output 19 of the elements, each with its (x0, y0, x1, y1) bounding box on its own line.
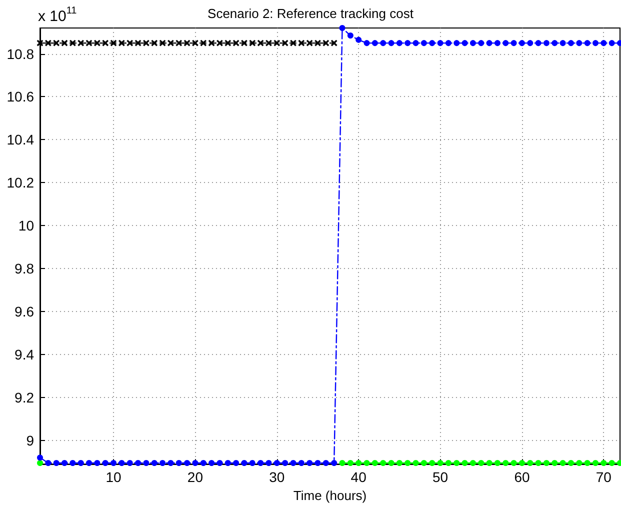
x-tick-label: 20 (187, 469, 204, 486)
x-tick-label: 30 (269, 469, 285, 486)
y-tick-label: 9.4 (14, 346, 34, 363)
y-tick-label: 9.2 (14, 390, 34, 406)
x-tick-label: 70 (596, 469, 612, 486)
y-tick-label: 10.4 (6, 132, 34, 148)
y-tick-label: 10.6 (6, 88, 34, 105)
y-tick-label: 10.8 (6, 46, 34, 62)
y-tick-label: 9 (26, 432, 34, 448)
y-tick-label: 9.8 (14, 260, 34, 277)
y-tick-label: 9.6 (14, 304, 34, 320)
x-tick-label: 60 (514, 469, 530, 486)
x-tick-label: 10 (106, 469, 122, 486)
y-tick-label: 10.2 (6, 174, 34, 191)
x-tick-label: 50 (432, 469, 448, 486)
chart-title: Scenario 2: Reference tracking cost (208, 6, 414, 21)
y-tick-label: 10 (18, 218, 34, 234)
x-axis-title: Time (hours) (293, 488, 367, 503)
x-tick-label: 40 (350, 469, 367, 486)
